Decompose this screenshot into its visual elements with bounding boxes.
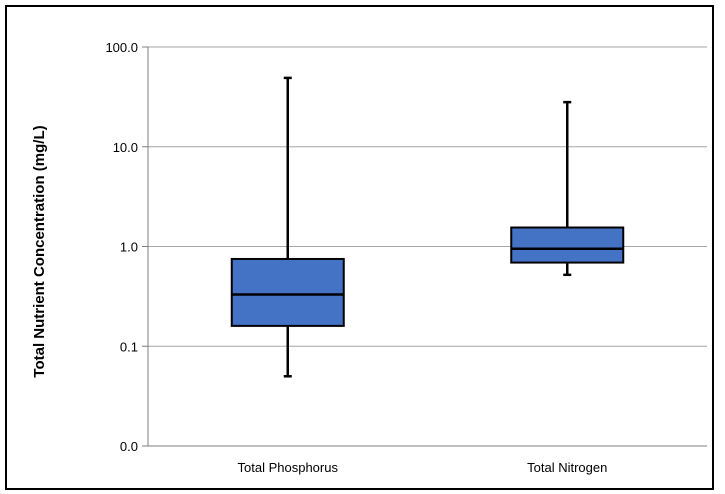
grid-lines (148, 46, 707, 347)
box-1 (510, 100, 625, 277)
y-tick-label-2: 1.0 (120, 240, 138, 255)
chart-frame: 100.0 10.0 1.0 0.1 0.0 Total Phosphorus Total … (5, 5, 714, 490)
iqr-box-1 (510, 226, 625, 264)
x-category-label-0: Total Phosphorus (238, 460, 339, 475)
labels: 100.0 10.0 1.0 0.1 0.0 Total Phosphorus Total … (105, 40, 607, 475)
iqr-box-0 (230, 257, 345, 327)
box-0 (230, 76, 345, 378)
axes (142, 46, 707, 447)
y-tick-label-1: 10.0 (113, 140, 138, 155)
y-axis-label: Total Nutrient Concentration (mg/L) (31, 125, 48, 377)
y-tick-label-0: 100.0 (105, 40, 138, 55)
box-plot-chart: 100.0 10.0 1.0 0.1 0.0 Total Phosphorus Total … (31, 40, 707, 475)
y-tick-label-4: 0.0 (120, 439, 138, 454)
boxes (230, 76, 625, 378)
y-tick-label-3: 0.1 (120, 339, 138, 354)
x-category-label-1: Total Nitrogen (527, 460, 607, 475)
